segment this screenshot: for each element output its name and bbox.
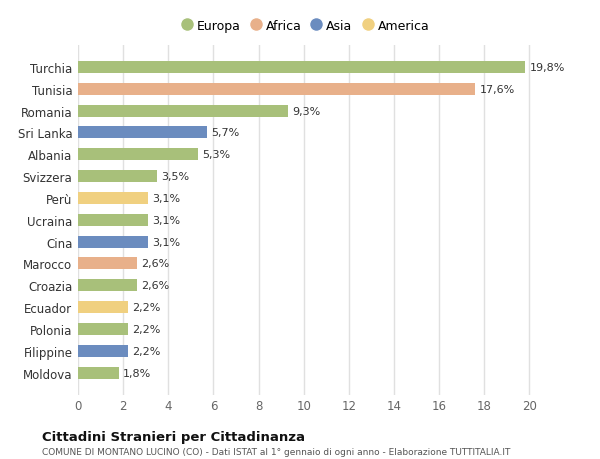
Text: 2,2%: 2,2%: [132, 302, 161, 313]
Text: 2,6%: 2,6%: [141, 281, 169, 291]
Bar: [78, 127, 206, 139]
Text: 3,1%: 3,1%: [152, 194, 181, 203]
Text: 9,3%: 9,3%: [292, 106, 320, 116]
Text: COMUNE DI MONTANO LUCINO (CO) - Dati ISTAT al 1° gennaio di ogni anno - Elaboraz: COMUNE DI MONTANO LUCINO (CO) - Dati IST…: [42, 448, 511, 457]
Legend: Europa, Africa, Asia, America: Europa, Africa, Asia, America: [179, 17, 432, 35]
Bar: [78, 258, 137, 270]
Bar: [78, 302, 128, 313]
Bar: [78, 236, 148, 248]
Bar: [78, 62, 525, 74]
Text: 19,8%: 19,8%: [529, 63, 565, 73]
Text: 3,1%: 3,1%: [152, 237, 181, 247]
Text: 5,7%: 5,7%: [211, 128, 239, 138]
Text: 1,8%: 1,8%: [123, 368, 151, 378]
Bar: [78, 367, 119, 379]
Text: 5,3%: 5,3%: [202, 150, 230, 160]
Bar: [78, 171, 157, 183]
Text: 2,2%: 2,2%: [132, 346, 161, 356]
Text: 2,2%: 2,2%: [132, 325, 161, 334]
Bar: [78, 214, 148, 226]
Bar: [78, 280, 137, 292]
Bar: [78, 149, 197, 161]
Bar: [78, 192, 148, 205]
Text: 17,6%: 17,6%: [480, 84, 515, 95]
Bar: [78, 84, 475, 95]
Text: 2,6%: 2,6%: [141, 259, 169, 269]
Text: 3,5%: 3,5%: [161, 172, 190, 182]
Bar: [78, 345, 128, 357]
Text: Cittadini Stranieri per Cittadinanza: Cittadini Stranieri per Cittadinanza: [42, 431, 305, 443]
Bar: [78, 323, 128, 335]
Text: 3,1%: 3,1%: [152, 215, 181, 225]
Bar: [78, 106, 288, 118]
